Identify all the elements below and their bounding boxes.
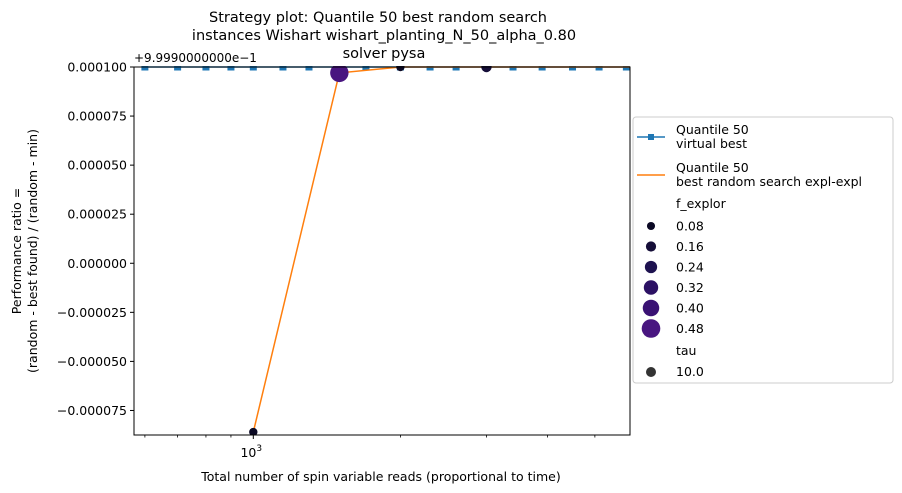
f-explor-point (481, 66, 492, 73)
y-tick-label: −0.000050 (57, 354, 127, 369)
f-explor-point (330, 66, 349, 83)
legend-f-explor-marker (645, 241, 657, 252)
chart-title-line-3: solver pysa (343, 46, 426, 62)
virtual-best-point (141, 66, 149, 71)
virtual-best-point (452, 66, 460, 71)
legend-random-search-label-line-2: best random search expl-expl (676, 174, 862, 189)
legend-frame (632, 116, 894, 384)
chart-title-line-1: Strategy plot: Quantile 50 best random s… (209, 10, 547, 26)
y-axis-label-line-1: Performance ratio = (9, 188, 24, 314)
legend-virtual-best-label: Quantile 50 virtual best (676, 122, 753, 151)
legend-f-explor-marker (641, 319, 661, 338)
legend-tau-marker (646, 367, 656, 377)
legend-hue-title: f_explor (676, 196, 727, 211)
virtual-best-point (509, 66, 517, 71)
plot-area (141, 66, 630, 435)
virtual-best-point (595, 66, 603, 71)
y-tick-label: 0.000100 (67, 60, 127, 75)
y-tick-label: −0.000025 (57, 305, 127, 320)
legend-f-explor-label: 0.24 (676, 260, 704, 275)
chart-title-line-2: instances Wishart wishart_planting_N_50_… (192, 28, 576, 44)
legend: Quantile 50 virtual best Quantile 50 bes… (632, 116, 894, 384)
axis-ticks: 0.000100 0.000075 0.000050 0.000025 0.000000… (57, 60, 596, 460)
legend-random-search-label-line-1: Quantile 50 (676, 160, 749, 175)
legend-virtual-best-marker (648, 134, 654, 140)
y-tick-label: −0.000075 (57, 403, 127, 418)
y-axis-label-line-2: (random - best found) / (random - min) (25, 129, 40, 373)
legend-f-explor-label: 0.16 (676, 239, 704, 254)
legend-f-explor-marker (646, 221, 656, 231)
virtual-best-point (279, 66, 287, 71)
y-axis-offset-label: +9.9990000000e−1 (134, 51, 257, 65)
y-tick-label: 0.000075 (67, 109, 127, 124)
legend-f-explor-label: 0.08 (676, 219, 704, 234)
random-search-line (252, 66, 630, 433)
virtual-best-point (174, 66, 182, 71)
virtual-best-point (426, 66, 434, 71)
virtual-best-point (202, 66, 210, 71)
legend-virtual-best-label-line-2: virtual best (676, 136, 747, 151)
virtual-best-point (538, 66, 546, 71)
legend-f-explor-marker (643, 280, 659, 295)
virtual-best-point (622, 66, 630, 71)
legend-f-explor-label: 0.48 (676, 321, 704, 336)
f-explor-point (249, 427, 258, 435)
y-tick-label: 0.000000 (67, 256, 127, 271)
legend-f-explor-marker (644, 260, 658, 274)
y-tick-label: 0.000050 (67, 158, 127, 173)
legend-virtual-best-label-line-1: Quantile 50 (676, 122, 749, 137)
virtual-best-point (569, 66, 577, 71)
axes-frame (133, 66, 631, 436)
legend-hue-entries: 0.08 0.16 0.24 0.32 0.40 0.48 (641, 219, 704, 338)
virtual-best-point (249, 66, 257, 71)
legend-tau-label: 10.0 (676, 364, 704, 379)
virtual-best-point (362, 66, 370, 71)
x-tick-label: 103 (240, 444, 262, 460)
legend-f-explor-marker (642, 299, 660, 317)
virtual-best-point (305, 66, 313, 71)
virtual-best-point (227, 66, 235, 71)
legend-f-explor-label: 0.40 (676, 301, 704, 316)
legend-random-search-label: Quantile 50 best random search expl-expl (676, 160, 862, 189)
y-tick-label: 0.000025 (67, 207, 127, 222)
legend-f-explor-label: 0.32 (676, 280, 704, 295)
x-axis-label: Total number of spin variable reads (pro… (200, 469, 561, 484)
legend-size-title: tau (676, 343, 696, 358)
